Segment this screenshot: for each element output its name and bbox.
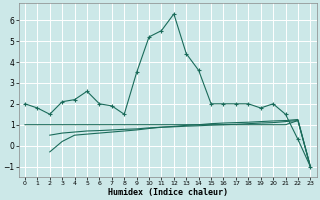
X-axis label: Humidex (Indice chaleur): Humidex (Indice chaleur) — [108, 188, 228, 197]
